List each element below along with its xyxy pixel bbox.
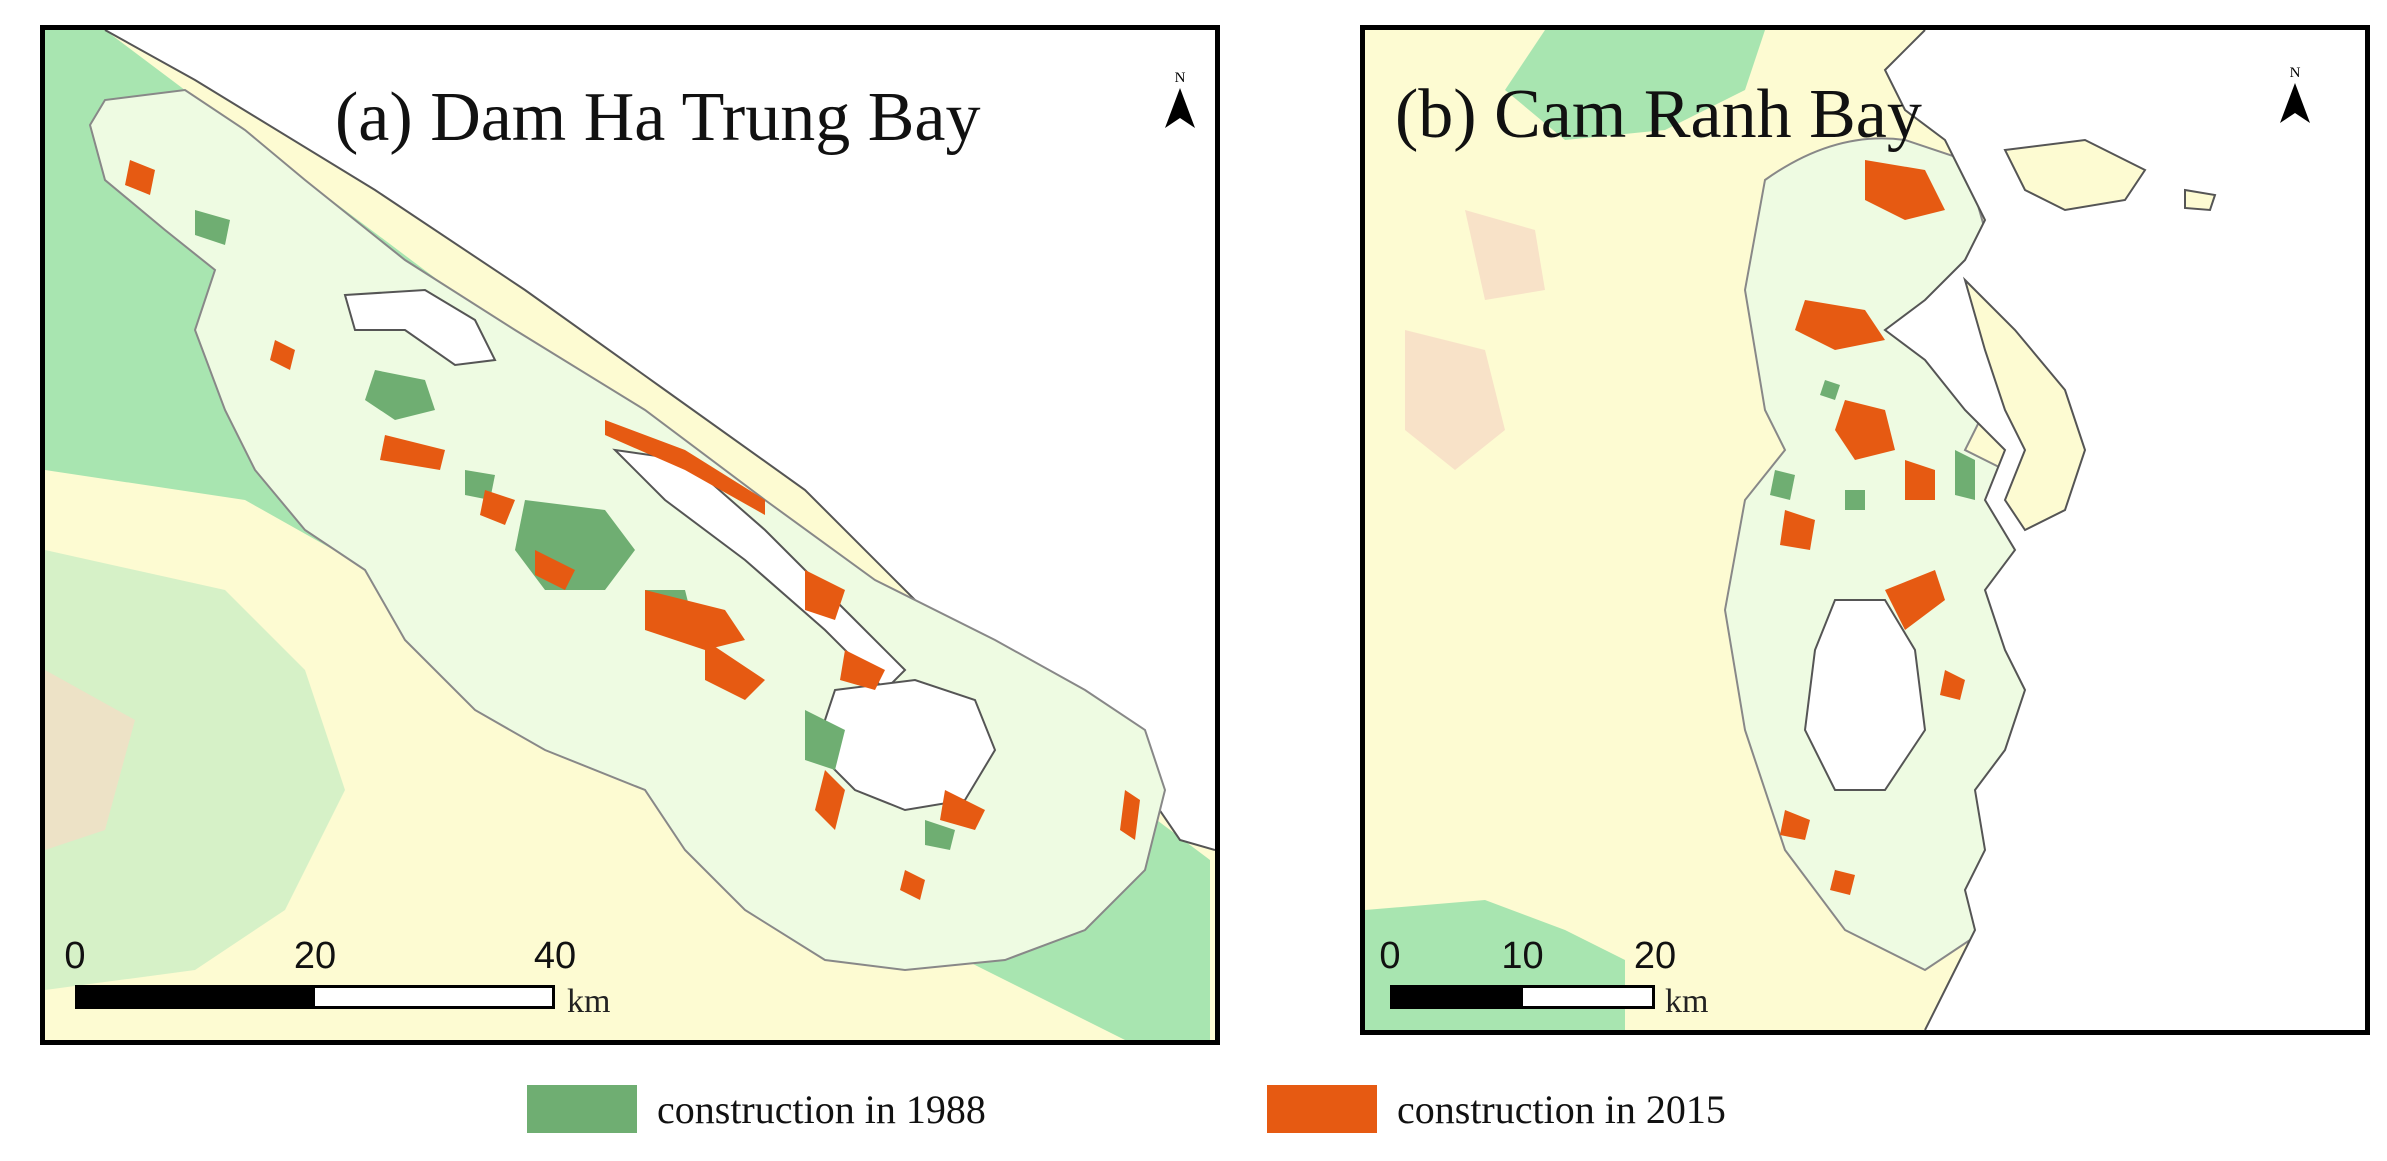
construction-2015-areas <box>125 160 1140 900</box>
construction-2015-areas <box>1780 160 1965 895</box>
scale-tick: 20 <box>1633 935 1677 977</box>
scale-bar-graphic <box>75 985 555 1009</box>
scale-unit: km <box>567 983 611 1020</box>
map-cam-ranh-bay <box>1365 30 2365 1030</box>
map-panel-cam-ranh-bay: (b) Cam Ranh Bay N 0 10 20 km <box>1360 25 2370 1035</box>
north-label: N <box>2289 65 2301 81</box>
legend-item-1988: construction in 1988 <box>527 1085 986 1133</box>
scale-tick: 0 <box>64 935 86 977</box>
island <box>2184 188 2217 212</box>
legend-label-2015: construction in 2015 <box>1397 1086 1726 1132</box>
north-label: N <box>1174 70 1186 86</box>
lagoon-north <box>343 288 497 367</box>
lowland-green-patch <box>45 550 345 990</box>
lowland-green-zone <box>1505 30 1765 140</box>
construction-1988-areas <box>1770 380 1975 510</box>
upland-patch <box>1465 210 1545 300</box>
panel-title: (b) Cam Ranh Bay <box>1395 76 1922 153</box>
scale-unit: km <box>1665 983 1709 1020</box>
upland-patch <box>1405 330 1505 470</box>
north-arrow-icon <box>1165 88 1195 128</box>
scale-bar: 0 10 20 km <box>1379 935 1708 1020</box>
sea <box>105 30 1215 850</box>
map-dam-ha-trung-bay <box>45 30 1215 1040</box>
lagoon-middle <box>612 448 907 692</box>
legend-swatch-2015 <box>1267 1085 1377 1133</box>
cam-ranh-bay-water <box>1803 599 1927 791</box>
east-peninsula <box>1962 276 2087 532</box>
sea <box>1885 30 2365 1030</box>
coastline <box>1883 30 2027 1030</box>
north-arrow-icon <box>2280 83 2310 123</box>
legend-swatch-1988 <box>527 1085 637 1133</box>
north-indicator: N <box>2275 65 2315 125</box>
scale-tick: 0 <box>1379 935 1401 977</box>
north-indicator: N <box>1160 70 1200 130</box>
map-panel-dam-ha-trung-bay: (a) Dam Ha Trung Bay N 0 20 40 km <box>40 25 1220 1045</box>
upland-patch <box>45 670 135 850</box>
panel-title: (a) Dam Ha Trung Bay <box>335 79 981 156</box>
scale-bar-graphic <box>1390 985 1655 1009</box>
scale-tick: 20 <box>293 935 337 977</box>
scale-tick: 10 <box>1501 935 1544 977</box>
scale-tick: 40 <box>533 935 577 977</box>
scale-bar: 0 20 40 km <box>64 935 610 1020</box>
legend-item-2015: construction in 2015 <box>1267 1085 1726 1133</box>
legend-label-1988: construction in 1988 <box>657 1086 986 1132</box>
island <box>2003 138 2147 212</box>
